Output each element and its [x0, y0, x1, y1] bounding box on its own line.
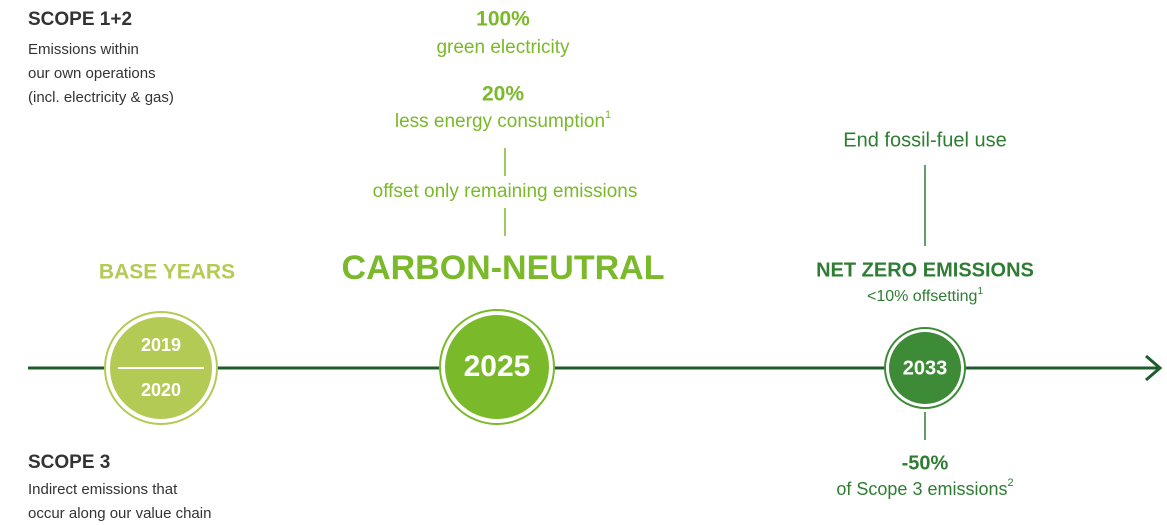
base-year: 2020 [141, 380, 181, 400]
netzero-offset: <10% offsetting [867, 288, 977, 305]
scope3-reduction: of Scope 3 emissions [836, 479, 1007, 499]
fossil-text: End fossil-fuel use [843, 129, 1006, 151]
green-pct: 100% [476, 8, 530, 31]
scope12-line: Emissions within [28, 41, 139, 58]
netzero-offset-line: <10% offsetting1 [867, 286, 983, 306]
neutral-circle [445, 315, 549, 419]
footnote: 1 [977, 286, 983, 297]
scope3-title: SCOPE 3 [28, 452, 110, 473]
scope3-line: Indirect emissions that [28, 481, 178, 498]
offset-text: offset only remaining emissions [373, 181, 638, 202]
netzero-label: NET ZERO EMISSIONS [816, 259, 1034, 281]
timeline-arrow [1145, 354, 1163, 382]
scope12-title: SCOPE 1+2 [28, 9, 132, 30]
scope12-line: (incl. electricity & gas) [28, 89, 174, 106]
neutral-year: 2025 [464, 350, 531, 383]
scope3-line: occur along our value chain [28, 505, 211, 522]
neutral-label: CARBON-NEUTRAL [342, 249, 665, 287]
energy-text: less energy consumption [395, 111, 605, 132]
footnote: 1 [605, 109, 611, 121]
scope12-line: our own operations [28, 65, 156, 82]
footnote: 2 [1007, 477, 1013, 489]
netzero-circle [889, 332, 961, 404]
scope3-pct: -50% [902, 452, 949, 474]
base-year: 2019 [141, 335, 181, 355]
energy-line: less energy consumption1 [395, 109, 611, 132]
green-text: green electricity [436, 37, 570, 58]
base-label: BASE YEARS [99, 261, 235, 284]
netzero-year: 2033 [903, 357, 948, 379]
scope3-reduction-line: of Scope 3 emissions2 [836, 477, 1013, 499]
energy-pct: 20% [482, 83, 524, 106]
